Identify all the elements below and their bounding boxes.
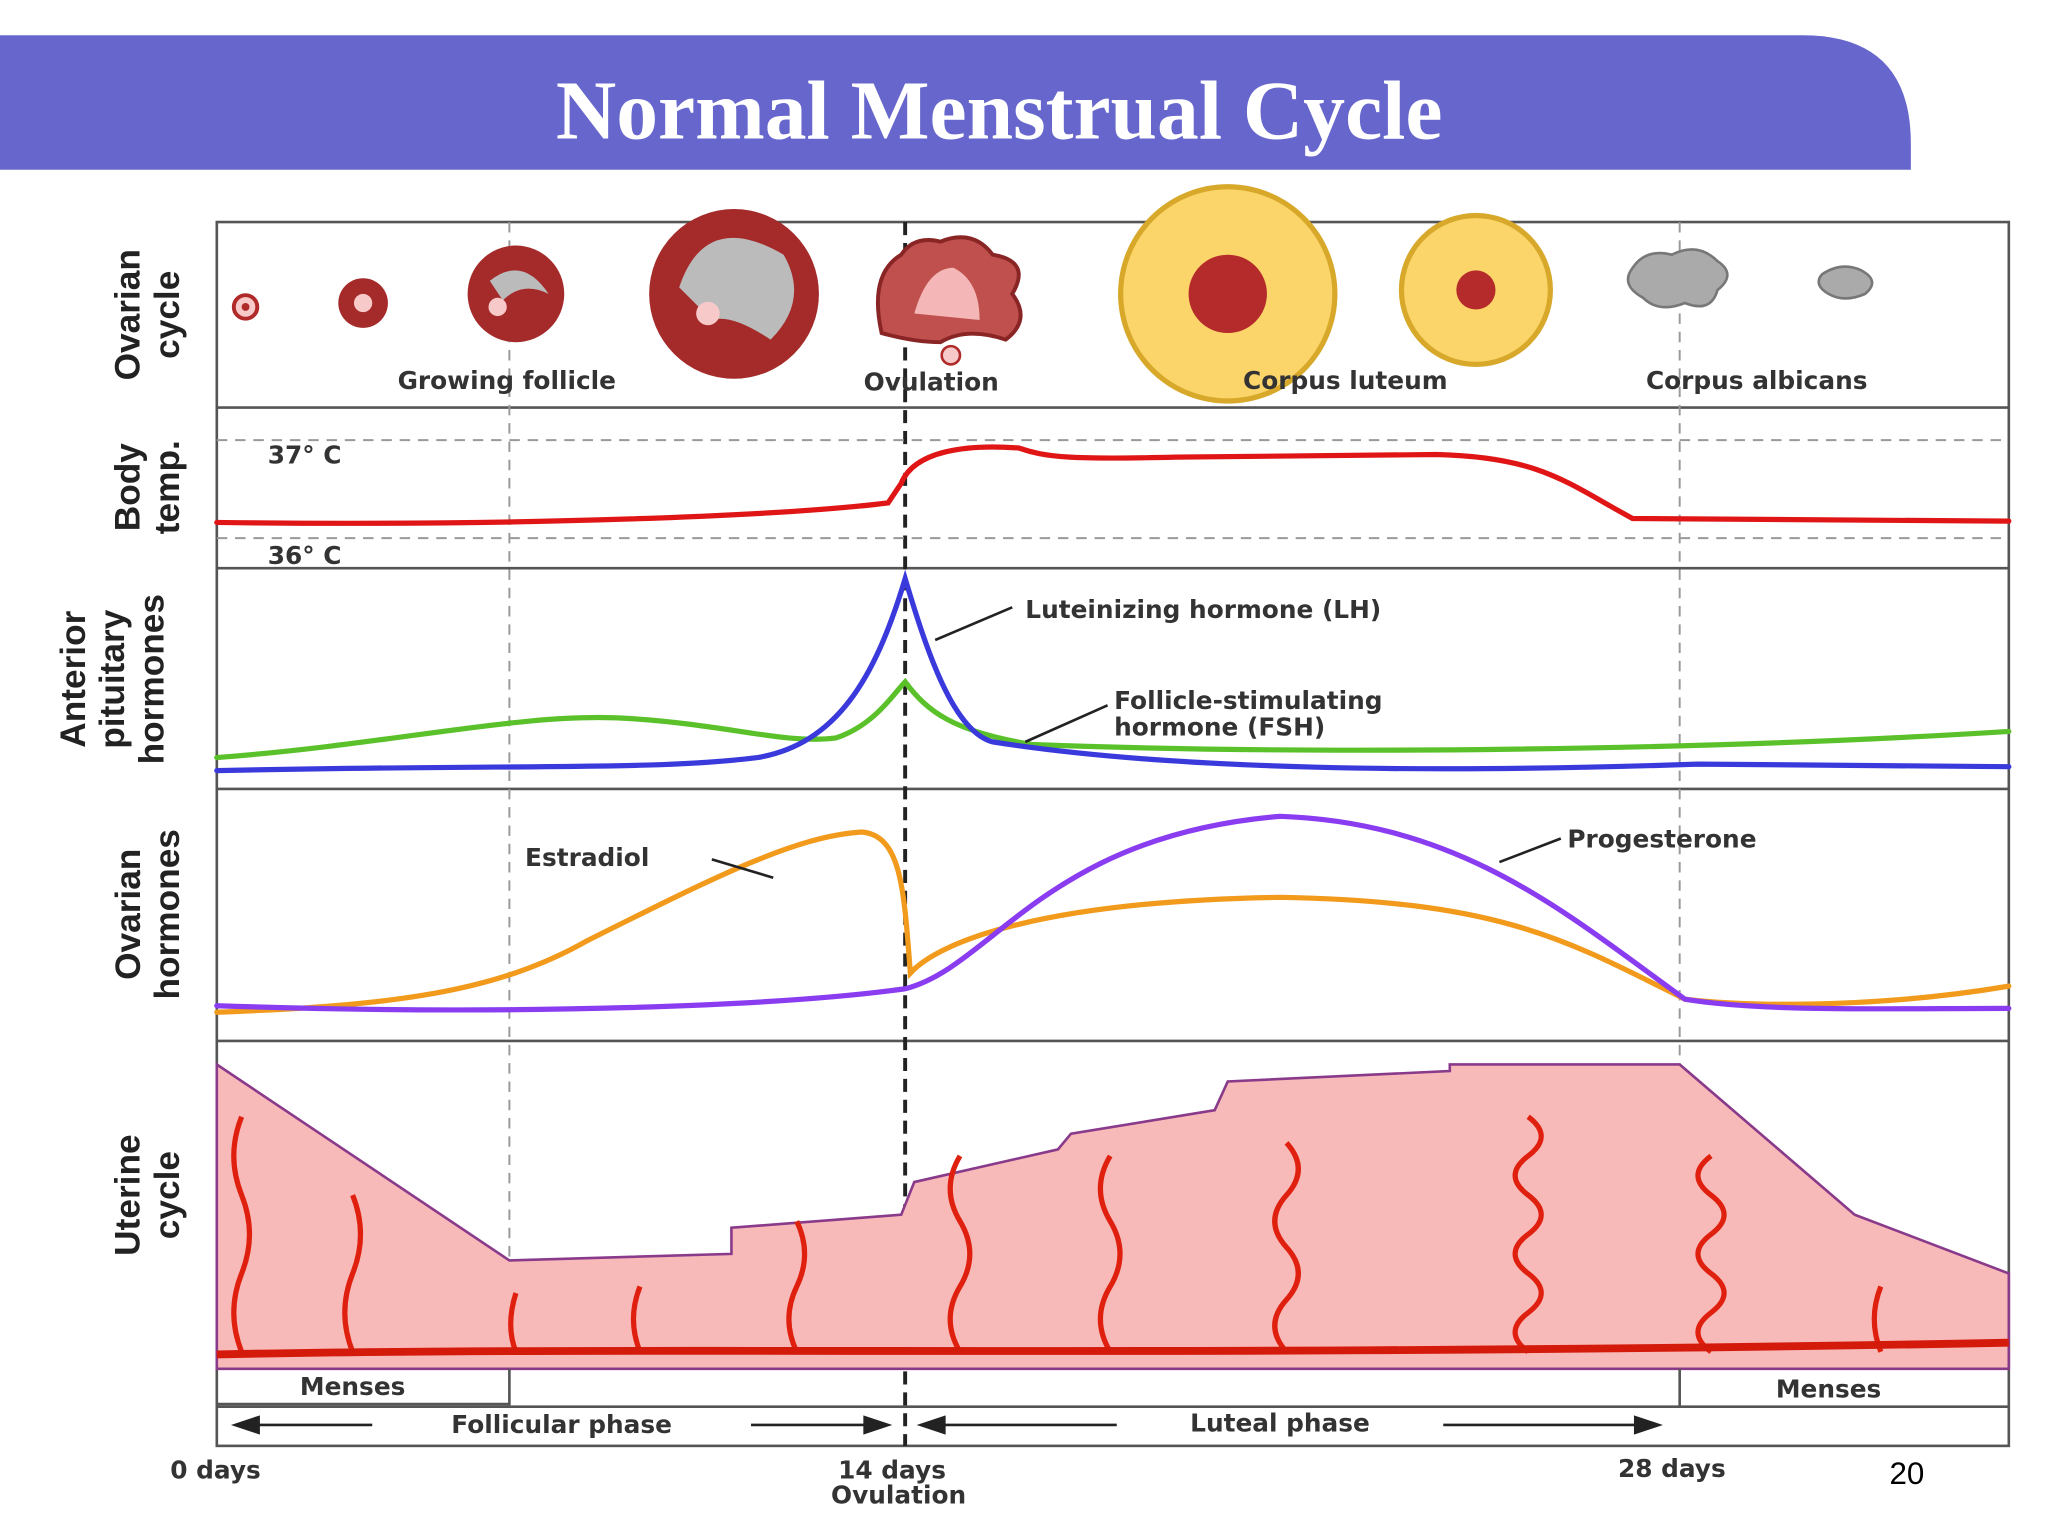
lh-label: Luteinizing hormone (LH) — [1025, 595, 1381, 624]
lh-curve — [214, 569, 2012, 774]
row-label: hormones — [148, 829, 187, 999]
base-vessel — [216, 1338, 2009, 1359]
title: Normal Menstrual Cycle — [556, 65, 1443, 157]
row-label: Body — [109, 443, 148, 532]
progesterone-curve — [214, 813, 2012, 1013]
row-label: Ovarian — [109, 849, 148, 980]
progesterone-label: Progesterone — [1567, 825, 1756, 854]
pointer — [711, 837, 1562, 879]
row-label: temp. — [148, 440, 187, 534]
fsh-label: hormone (FSH) — [1114, 712, 1325, 741]
row-label: hormones — [132, 594, 171, 764]
temp-label: 36° C — [268, 541, 342, 570]
stage-label: Ovulation — [864, 368, 999, 397]
menses-box — [216, 1368, 511, 1406]
page-number: 20 — [1890, 1456, 1925, 1491]
phase-label: Luteal phase — [1190, 1409, 1370, 1438]
ovarian-icons — [231, 184, 1874, 404]
phase-label: Follicular phase — [451, 1410, 672, 1439]
day-label: 14 days — [838, 1456, 946, 1485]
row-label: Uterine — [109, 1134, 148, 1255]
stage-label: Growing follicle — [398, 366, 616, 395]
stage-label: Corpus luteum — [1243, 366, 1448, 395]
row-label: Ovarian — [109, 249, 148, 380]
stage-label: Corpus albicans — [1646, 366, 1868, 395]
row-label: pituitary — [93, 609, 132, 748]
temp-label: 37° C — [268, 441, 342, 470]
row-dividers — [216, 406, 2009, 1408]
temp-curve — [214, 444, 2012, 526]
vessels — [231, 1114, 1884, 1354]
row-label: Anterior — [54, 610, 93, 747]
pointer — [934, 606, 1109, 744]
title-bar — [0, 35, 1911, 170]
menses-label: Menses — [300, 1372, 405, 1401]
phase-arrows — [230, 1415, 1663, 1435]
day-label: Ovulation — [831, 1480, 966, 1509]
fsh-curve — [214, 677, 2012, 761]
frame — [215, 220, 2011, 1448]
day-label: 0 days — [170, 1456, 261, 1485]
fsh-label: Follicle-stimulating — [1114, 686, 1382, 715]
day-label: 28 days — [1618, 1454, 1726, 1483]
menses-label: Menses — [1776, 1375, 1881, 1404]
diagram: Growing follicle Ovulation Corpus luteum… — [170, 184, 2012, 1509]
endometrium — [215, 1062, 2011, 1371]
estradiol-label: Estradiol — [525, 843, 649, 872]
row-label: cycle — [148, 1151, 187, 1239]
row-label: cycle — [148, 271, 187, 359]
